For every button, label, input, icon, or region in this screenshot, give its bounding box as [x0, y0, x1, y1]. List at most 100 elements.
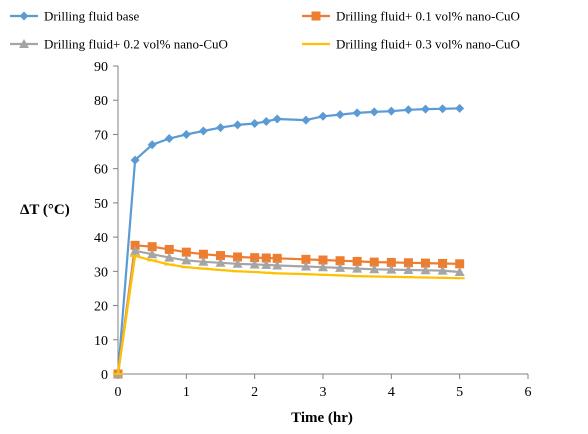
data-point	[164, 134, 174, 144]
data-point	[352, 108, 362, 118]
axes: 0 10 20 30 40 50 60 70 80 90 0 1 2 3 4 5 6	[94, 60, 532, 400]
legend-item-3: Drilling fluid+ 0.2 vol% nano-CuO	[10, 37, 228, 52]
data-point	[261, 116, 271, 126]
data-point	[216, 251, 225, 261]
data-point	[403, 258, 413, 268]
data-point	[301, 115, 311, 125]
data-point	[130, 245, 141, 255]
data-point	[386, 106, 396, 116]
data-point	[318, 262, 328, 272]
data-point	[455, 259, 465, 269]
series-line	[116, 107, 460, 375]
data-point	[420, 265, 431, 275]
data-point	[403, 264, 414, 274]
data-point	[438, 258, 448, 268]
y-tick-label: 60	[94, 163, 108, 178]
data-point	[181, 255, 192, 265]
legend-swatch-marker	[311, 11, 321, 21]
data-point	[147, 249, 158, 259]
data-point	[335, 262, 346, 272]
y-tick-label: 50	[94, 197, 108, 212]
data-point	[232, 258, 243, 268]
data-point	[198, 126, 208, 136]
data-point	[438, 104, 448, 114]
data-point	[164, 244, 174, 254]
data-point	[335, 256, 345, 266]
data-point	[300, 261, 311, 271]
y-tick-label: 80	[94, 94, 108, 109]
data-point	[272, 114, 282, 124]
data-point	[198, 249, 208, 259]
data-point	[352, 256, 362, 266]
series-2	[113, 240, 465, 379]
data-point	[352, 263, 363, 273]
data-point	[250, 253, 260, 263]
data-point	[455, 103, 465, 113]
data-point	[301, 254, 311, 264]
data-point	[454, 267, 465, 277]
data-point	[261, 259, 272, 269]
data-point	[130, 240, 140, 250]
series-3	[113, 245, 465, 378]
data-point	[369, 257, 379, 267]
legend-swatch-marker	[19, 39, 29, 48]
series-4	[113, 254, 465, 375]
data-point	[250, 118, 260, 128]
y-tick-label: 20	[94, 300, 108, 315]
data-point	[318, 255, 328, 265]
legend-label: Drilling fluid+ 0.1 vol% nano-CuO	[336, 9, 520, 24]
x-axis-title: Time (hr)	[291, 410, 353, 426]
y-tick-label: 40	[94, 231, 108, 246]
data-point	[164, 252, 175, 262]
legend-swatch-marker	[19, 11, 29, 21]
y-tick-label: 90	[94, 60, 108, 75]
data-point	[215, 257, 226, 267]
y-tick-label: 10	[94, 334, 108, 349]
legend-label: Drilling fluid+ 0.3 vol% nano-CuO	[336, 37, 520, 52]
series-1	[113, 103, 465, 379]
y-tick-label: 70	[94, 128, 108, 143]
data-point	[335, 110, 345, 120]
x-tick-label: 6	[525, 385, 532, 400]
data-point	[261, 253, 271, 263]
data-point	[421, 258, 430, 268]
data-point	[130, 155, 140, 165]
legend-label: Drilling fluid base	[44, 9, 140, 24]
x-tick-label: 5	[456, 385, 463, 400]
legend: Drilling fluid base Drilling fluid+ 0.1 v…	[10, 9, 520, 52]
data-point	[181, 247, 191, 257]
legend-item-1: Drilling fluid base	[10, 9, 140, 24]
plot-area	[113, 103, 465, 379]
y-tick-label: 0	[101, 368, 108, 383]
data-point	[216, 123, 225, 133]
data-point	[147, 242, 157, 252]
x-tick-label: 1	[183, 385, 190, 400]
y-axis-title: ΔT (°C)	[20, 202, 70, 218]
x-tick-label: 4	[388, 385, 395, 400]
data-point	[386, 257, 396, 267]
data-point	[403, 105, 413, 115]
data-point	[369, 107, 379, 117]
y-tick-label: 30	[94, 265, 108, 280]
legend-item-4: Drilling fluid+ 0.3 vol% nano-CuO	[302, 37, 520, 52]
x-tick-label: 2	[251, 385, 258, 400]
data-point	[198, 256, 209, 266]
data-point	[386, 264, 397, 274]
data-point	[318, 111, 328, 121]
legend-item-2: Drilling fluid+ 0.1 vol% nano-CuO	[302, 9, 520, 24]
data-point	[437, 265, 448, 275]
data-point	[233, 120, 243, 130]
data-point	[272, 260, 283, 270]
data-point	[147, 140, 157, 150]
data-point	[369, 264, 380, 274]
data-point	[272, 253, 282, 263]
data-point	[249, 259, 260, 269]
x-tick-label: 0	[115, 385, 122, 400]
data-point	[421, 104, 430, 114]
legend-label: Drilling fluid+ 0.2 vol% nano-CuO	[44, 37, 228, 52]
data-point	[181, 129, 191, 139]
x-tick-label: 3	[320, 385, 327, 400]
data-point	[233, 252, 243, 262]
